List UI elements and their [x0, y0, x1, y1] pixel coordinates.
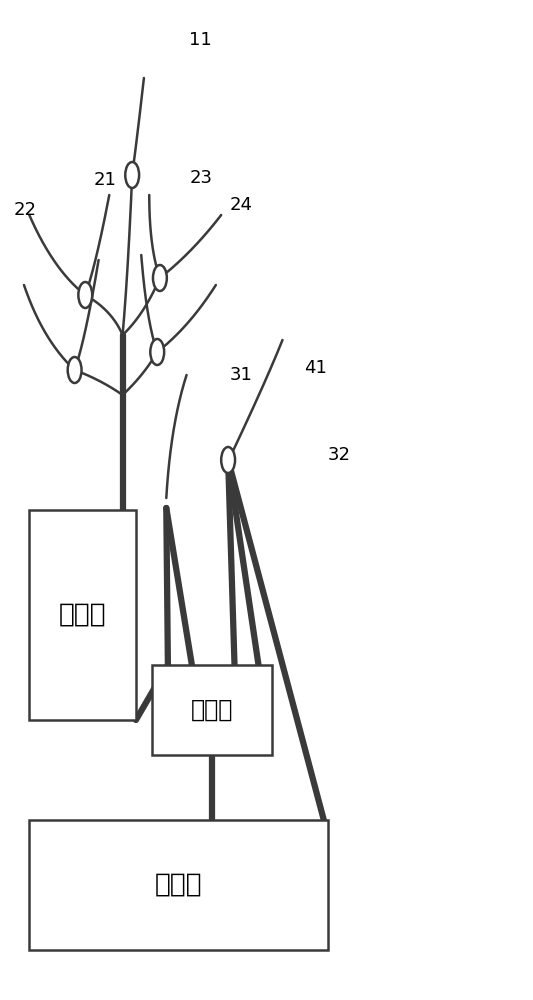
Circle shape — [150, 339, 164, 365]
Text: 24: 24 — [229, 196, 252, 214]
Text: 41: 41 — [304, 359, 327, 377]
Text: 过渡槽: 过渡槽 — [191, 698, 233, 722]
Bar — [29, 510, 136, 720]
Text: 21: 21 — [93, 171, 116, 189]
Text: 22: 22 — [13, 201, 36, 219]
Text: 检测槽: 检测槽 — [59, 602, 107, 628]
Circle shape — [153, 265, 167, 291]
Text: 31: 31 — [229, 366, 252, 384]
Circle shape — [78, 282, 92, 308]
Circle shape — [125, 162, 139, 188]
Text: 23: 23 — [189, 169, 212, 187]
Bar — [152, 665, 272, 755]
Text: 废液槽: 废液槽 — [155, 872, 203, 898]
Text: 32: 32 — [328, 446, 351, 464]
Bar — [29, 820, 328, 950]
Circle shape — [221, 447, 235, 473]
Text: 11: 11 — [189, 31, 212, 49]
Circle shape — [68, 357, 82, 383]
